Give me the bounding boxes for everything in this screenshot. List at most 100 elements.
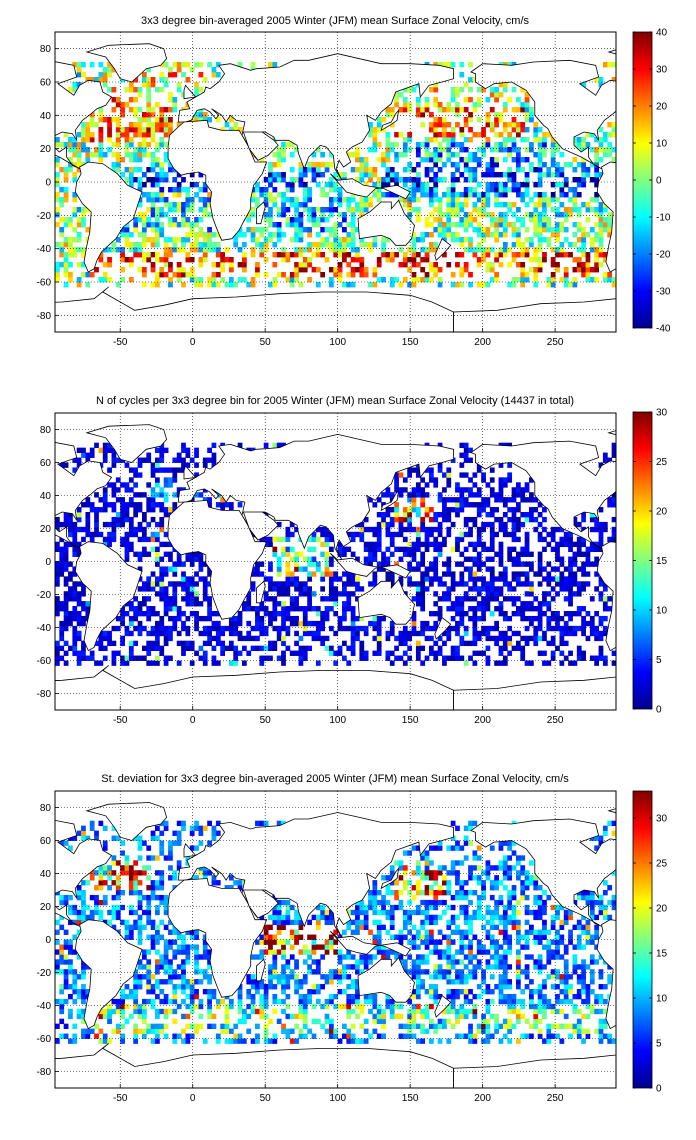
- heatmap-cell: [363, 202, 369, 208]
- heatmap-cell: [137, 984, 143, 990]
- heatmap-cell: [511, 561, 517, 567]
- heatmap-cell: [255, 571, 260, 577]
- heatmap-cell: [124, 536, 130, 543]
- heatmap-cell: [598, 615, 604, 622]
- heatmap-cell: [163, 979, 169, 985]
- heatmap-cell: [102, 72, 108, 78]
- heatmap-cell: [159, 870, 165, 876]
- heatmap-cell: [468, 62, 473, 68]
- heatmap-cell: [146, 949, 152, 955]
- heatmap-cell: [363, 546, 369, 552]
- heatmap-cell: [424, 507, 430, 513]
- heatmap-cell: [194, 462, 199, 468]
- heatmap-cell: [415, 526, 421, 533]
- heatmap-cell: [59, 187, 65, 193]
- heatmap-cell: [563, 581, 569, 587]
- heatmap-cell: [107, 62, 112, 68]
- heatmap-cell: [324, 566, 330, 572]
- heatmap-cell: [559, 640, 565, 647]
- heatmap-cell: [489, 507, 495, 513]
- heatmap-cell: [581, 566, 586, 572]
- heatmap-cell: [529, 212, 534, 218]
- grid-lines: [55, 32, 616, 332]
- heatmap-cell: [137, 601, 143, 607]
- heatmap-cell: [128, 157, 134, 163]
- heatmap-cell: [59, 924, 65, 930]
- heatmap-cell: [159, 899, 165, 906]
- heatmap-cell: [446, 472, 452, 478]
- heatmap-cell: [250, 232, 256, 238]
- heatmap-cell: [494, 112, 499, 118]
- heatmap-cell: [429, 541, 434, 548]
- colorbar-tick-label: 30: [656, 65, 668, 76]
- heatmap-cell: [446, 526, 452, 533]
- heatmap-cell: [185, 959, 191, 965]
- heatmap-cell: [442, 127, 447, 133]
- heatmap-cell: [133, 974, 139, 980]
- heatmap-cell: [437, 492, 443, 498]
- heatmap-cell: [376, 566, 382, 572]
- heatmap-cell: [141, 1003, 147, 1010]
- heatmap-cell: [68, 904, 73, 911]
- heatmap-cell: [598, 576, 604, 582]
- heatmap-cell: [446, 202, 452, 208]
- heatmap-cell: [141, 964, 147, 970]
- heatmap-cell: [446, 507, 452, 513]
- heatmap-cell: [502, 157, 508, 163]
- heatmap-cell: [263, 625, 269, 632]
- heatmap-cell: [385, 526, 391, 533]
- heatmap-cell: [298, 620, 304, 627]
- heatmap-cell: [281, 272, 286, 278]
- heatmap-cell: [107, 541, 112, 548]
- heatmap-cell: [111, 117, 117, 123]
- heatmap-cell: [155, 929, 160, 935]
- heatmap-cell: [120, 1003, 125, 1010]
- heatmap-cell: [172, 237, 178, 243]
- heatmap-cell: [489, 635, 495, 642]
- heatmap-cell: [68, 615, 73, 622]
- heatmap-cell: [376, 262, 382, 268]
- heatmap-cell: [198, 492, 204, 498]
- heatmap-cell: [115, 122, 121, 128]
- heatmap-cell: [68, 147, 73, 153]
- heatmap-cell: [163, 492, 169, 498]
- heatmap-cell: [415, 472, 421, 478]
- heatmap-cell: [450, 272, 456, 278]
- heatmap-cell: [72, 531, 78, 538]
- heatmap-cell: [76, 152, 82, 158]
- x-tick-label: 0: [190, 337, 196, 348]
- heatmap-cell: [437, 551, 443, 557]
- heatmap-cell: [72, 147, 78, 153]
- heatmap-cell: [198, 655, 204, 661]
- heatmap-cell: [550, 172, 556, 178]
- heatmap-cell: [415, 591, 421, 597]
- heatmap-cell: [163, 447, 169, 453]
- heatmap-cell: [141, 611, 147, 617]
- heatmap-cell: [550, 232, 556, 238]
- heatmap-cell: [163, 894, 169, 901]
- heatmap-cell: [176, 487, 182, 493]
- heatmap-cell: [202, 630, 208, 637]
- heatmap-cell: [55, 919, 60, 926]
- heatmap-cell: [168, 541, 173, 548]
- heatmap-cell: [468, 556, 473, 562]
- heatmap-cell: [59, 252, 65, 258]
- heatmap-cell: [424, 655, 430, 661]
- heatmap-cell: [398, 247, 404, 253]
- heatmap-cell: [185, 202, 191, 208]
- heatmap-cell: [298, 222, 304, 228]
- heatmap-cell: [168, 222, 173, 228]
- heatmap-cell: [115, 102, 121, 108]
- heatmap-cell: [315, 606, 321, 612]
- heatmap-cell: [268, 197, 273, 203]
- heatmap-cell: [446, 262, 452, 268]
- heatmap-cell: [585, 546, 591, 552]
- heatmap-cell: [524, 212, 530, 218]
- heatmap-cell: [315, 635, 321, 642]
- heatmap-cell: [181, 645, 186, 651]
- heatmap-cell: [207, 457, 212, 463]
- heatmap-cell: [176, 222, 182, 228]
- heatmap-cell: [111, 167, 117, 173]
- heatmap-cell: [485, 187, 491, 193]
- heatmap-cell: [146, 845, 152, 851]
